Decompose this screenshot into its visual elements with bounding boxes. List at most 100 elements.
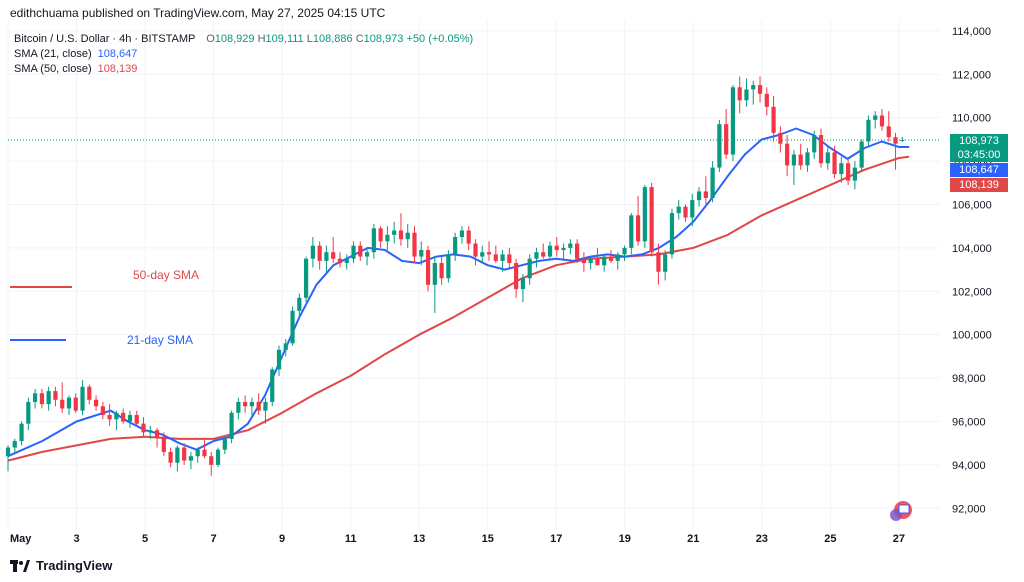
candle-body [148, 430, 153, 433]
candle-body [778, 132, 783, 144]
candle-body [385, 234, 390, 242]
candle-body [696, 191, 702, 201]
candle-body [66, 397, 72, 409]
candle-body [107, 414, 112, 420]
candle-body [846, 163, 851, 181]
candle-body [453, 237, 458, 255]
symbol-legend: Bitcoin / U.S. Dollar · 4h · BITSTAMP O1… [14, 33, 473, 45]
candle-body [12, 441, 17, 448]
candle-body [209, 456, 214, 465]
symbol-name[interactable]: Bitcoin / U.S. Dollar · 4h · BITSTAMP [14, 33, 196, 45]
tradingview-brand[interactable]: TradingView [10, 558, 112, 573]
candle-body [459, 230, 465, 238]
candle-body [175, 447, 180, 463]
candle-body [581, 258, 586, 264]
candle-body [249, 401, 255, 407]
sma21-legend[interactable]: SMA (21, close) 108,647 [14, 48, 138, 60]
candle-body [547, 245, 553, 257]
candle-body [229, 412, 234, 439]
candle-body [683, 206, 688, 218]
candle-body [493, 254, 498, 261]
candle-body [473, 243, 478, 257]
candle-body [486, 252, 492, 255]
candle-body [270, 369, 275, 402]
candle-body [852, 167, 857, 181]
x-tick-label: 15 [482, 533, 494, 545]
candle-body [283, 343, 288, 350]
candle-body [439, 263, 444, 279]
candle-body [5, 447, 11, 457]
candle-body [744, 89, 749, 101]
candle-body [100, 406, 105, 415]
candle-body [121, 412, 126, 422]
candle-body [771, 106, 776, 133]
candle-body [344, 258, 349, 264]
candle-body [832, 152, 837, 175]
sma21-path [7, 127, 910, 458]
candle-body [310, 245, 315, 259]
x-tick-label: 25 [824, 533, 836, 545]
candle-body [900, 139, 905, 141]
candle-body [256, 401, 261, 411]
candle-body [392, 230, 397, 235]
y-tick-label: 110,000 [952, 113, 991, 125]
candle-body [358, 245, 363, 257]
sma21-line [7, 127, 910, 458]
x-tick-label: 27 [893, 533, 905, 545]
x-tick-label: 19 [619, 533, 631, 545]
candle-body [351, 245, 356, 259]
candle-body [60, 399, 65, 409]
ohlc-values: O108,929 H109,111 L108,886 C108,973 +50 … [206, 33, 474, 45]
candle-body [432, 263, 437, 285]
candle-body [243, 401, 248, 407]
candle-body [263, 401, 268, 411]
candle-body [757, 85, 763, 94]
candles [5, 76, 905, 476]
candle-body [717, 124, 722, 168]
candle-body [514, 263, 519, 290]
candle-body [588, 258, 593, 264]
y-tick-label: 106,000 [952, 199, 992, 211]
sma50-price-tag: 108,139 [950, 178, 1008, 192]
candle-body [825, 152, 830, 164]
change-value: +50 (+0.05%) [406, 33, 474, 45]
candle-body [608, 256, 614, 261]
tradingview-logo-icon [10, 559, 30, 572]
candle-body [154, 430, 160, 437]
candle-body [195, 449, 200, 457]
y-tick-label: 104,000 [952, 243, 992, 255]
sma21-price-tag: 108,647 [950, 163, 1008, 177]
sma50-legend[interactable]: SMA (50, close) 108,139 [14, 63, 138, 75]
candle-body [527, 258, 532, 279]
y-tick-label: 114,000 [952, 26, 991, 38]
candle-body [134, 414, 139, 424]
candle-body [446, 254, 451, 279]
candle-body [161, 436, 166, 452]
x-tick-label: 21 [687, 533, 699, 545]
candle-body [188, 456, 194, 461]
x-tick-label: May [10, 533, 32, 545]
candle-body [635, 215, 641, 242]
candle-body [202, 449, 207, 457]
candle-body [676, 206, 681, 214]
last-price-tag: 108,973 03:45:00 [950, 134, 1008, 162]
candle-body [615, 254, 620, 261]
currency-flags-icon[interactable] [890, 501, 912, 521]
candle-body [398, 230, 404, 240]
candle-body [839, 163, 844, 175]
candle-body [656, 252, 661, 272]
x-tick-label: 5 [142, 533, 148, 545]
y-tick-label: 100,000 [952, 330, 992, 342]
candle-body [602, 256, 607, 266]
candle-body [561, 247, 566, 251]
candle-body [378, 228, 383, 242]
y-tick-label: 94,000 [952, 460, 986, 472]
candle-body [785, 143, 790, 166]
y-tick-label: 92,000 [952, 503, 986, 515]
y-tick-label: 98,000 [952, 373, 986, 385]
candle-body [73, 397, 78, 411]
candle-body [87, 386, 92, 400]
candle-body [93, 399, 99, 407]
sma50-path [7, 155, 910, 462]
candle-body [32, 393, 38, 402]
